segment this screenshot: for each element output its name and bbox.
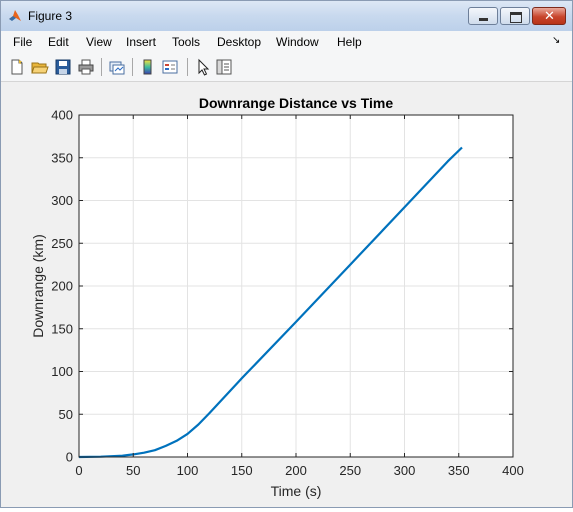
toolbar-separator — [187, 58, 188, 76]
open-file-icon[interactable] — [31, 58, 49, 76]
toolbar-separator — [132, 58, 133, 76]
chart-title: Downrange Distance vs Time — [199, 95, 393, 111]
close-button[interactable]: ✕ — [532, 7, 566, 25]
print-icon[interactable] — [77, 58, 95, 76]
x-tick-label: 0 — [75, 463, 82, 478]
x-tick-label: 50 — [126, 463, 140, 478]
colorbar-icon[interactable] — [139, 58, 157, 76]
y-axis-label: Downrange (km) — [30, 234, 46, 337]
chart[interactable]: 0 50 100 150 200 250 300 350 400 0 50 100 150 200 250 3… — [1, 82, 572, 507]
figure-canvas: 0 50 100 150 200 250 300 350 400 0 50 100 150 200 250 3… — [1, 82, 572, 507]
save-icon[interactable] — [54, 58, 72, 76]
y-tick-label: 150 — [51, 321, 73, 336]
maximize-button[interactable] — [500, 7, 530, 25]
x-axis-label: Time (s) — [271, 483, 322, 499]
menu-overflow-arrow[interactable]: ↘ — [552, 35, 561, 46]
x-tick-label: 350 — [448, 463, 470, 478]
minimize-button[interactable] — [468, 7, 498, 25]
y-tick-label: 50 — [59, 407, 73, 422]
x-tick-label: 250 — [339, 463, 361, 478]
window-title: Figure 3 — [28, 9, 73, 23]
title-bar[interactable]: Figure 3 ✕ — [1, 1, 572, 31]
new-figure-icon[interactable] — [8, 58, 26, 76]
legend-icon[interactable] — [161, 58, 179, 76]
x-tick-label: 100 — [177, 463, 199, 478]
x-tick-label: 200 — [285, 463, 307, 478]
y-tick-label: 100 — [51, 364, 73, 379]
menu-view[interactable]: View — [86, 35, 112, 49]
menu-tools[interactable]: Tools — [172, 35, 201, 49]
link-plot-icon[interactable] — [108, 58, 126, 76]
y-tick-label: 350 — [51, 150, 73, 165]
data-series-line[interactable] — [78, 146, 463, 459]
edit-plot-pointer-icon[interactable] — [194, 58, 212, 76]
close-icon: ✕ — [544, 9, 555, 24]
x-tick-label: 150 — [231, 463, 253, 478]
menu-window[interactable]: Window — [276, 35, 319, 49]
menu-help[interactable]: Help — [337, 35, 362, 49]
menu-edit[interactable]: Edit — [48, 35, 69, 49]
x-tick-label: 400 — [502, 463, 524, 478]
menu-insert[interactable]: Insert — [126, 35, 157, 49]
menu-file[interactable]: File — [13, 35, 33, 49]
y-tick-label: 200 — [51, 279, 73, 294]
menu-bar: File Edit View Insert Tools Desktop Wind… — [1, 31, 572, 53]
toolbar-separator — [101, 58, 102, 76]
minimize-icon — [479, 18, 488, 21]
x-tick-label: 300 — [394, 463, 416, 478]
menu-desktop[interactable]: Desktop — [217, 35, 262, 49]
maximize-icon — [510, 12, 522, 23]
toolbar — [1, 53, 572, 82]
y-tick-label: 0 — [66, 450, 73, 465]
y-tick-label: 400 — [51, 108, 73, 123]
property-editor-icon[interactable] — [215, 58, 233, 76]
y-tick-label: 250 — [51, 236, 73, 251]
y-tick-label: 300 — [51, 193, 73, 208]
matlab-logo-icon — [9, 10, 21, 21]
